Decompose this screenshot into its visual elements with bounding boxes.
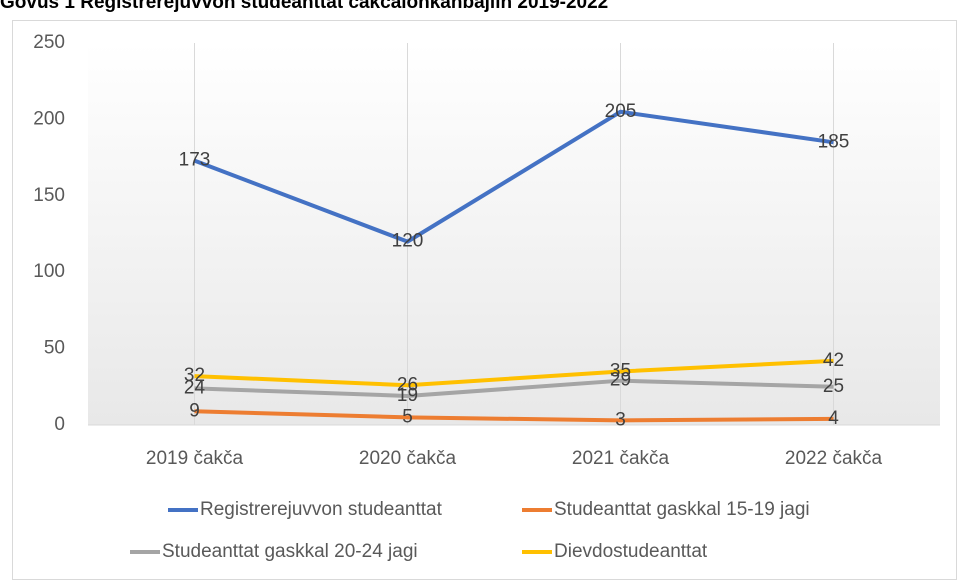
- data-label: 185: [818, 131, 850, 152]
- data-label: 35: [610, 361, 631, 382]
- y-tick-label: 0: [54, 414, 65, 435]
- data-label: 29: [610, 370, 631, 391]
- plot-area: [88, 43, 940, 425]
- data-label: 205: [605, 101, 637, 122]
- data-label: 120: [392, 231, 424, 252]
- data-label: 25: [823, 376, 844, 397]
- legend-label: Studeanttat gaskkal 15-19 jagi: [554, 499, 810, 520]
- legend-label: Studeanttat gaskkal 20-24 jagi: [162, 541, 418, 562]
- data-label: 26: [397, 374, 418, 395]
- y-tick-label: 200: [33, 108, 65, 129]
- data-label: 24: [184, 377, 206, 398]
- legend-label: Dievdostudeanttat: [554, 541, 708, 562]
- legend-label: Registrerejuvvon studeanttat: [200, 499, 443, 520]
- chart-title: Govus 1 Registrerejuvvon studeanttat čak…: [0, 0, 608, 13]
- series-line: [194, 358, 834, 388]
- x-tick-label: 2020 čakča: [359, 448, 457, 469]
- y-tick-label: 150: [33, 185, 65, 206]
- y-tick-label: 50: [44, 338, 65, 359]
- data-label: 42: [823, 350, 844, 371]
- y-tick-label: 100: [33, 261, 65, 282]
- data-label: 32: [184, 365, 205, 386]
- data-label: 4: [828, 408, 839, 429]
- data-label: 19: [397, 385, 418, 406]
- data-label: 3: [615, 409, 626, 430]
- data-label: 5: [402, 406, 413, 427]
- x-tick-label: 2019 čakča: [146, 448, 244, 469]
- data-label: 9: [189, 400, 200, 421]
- x-tick-label: 2021 čakča: [572, 448, 670, 469]
- x-tick-label: 2022 čakča: [785, 448, 883, 469]
- series-line: [194, 378, 834, 398]
- series-line: [193, 109, 834, 244]
- series-line: [194, 409, 834, 423]
- y-tick-label: 250: [33, 32, 65, 53]
- data-label: 173: [179, 150, 211, 171]
